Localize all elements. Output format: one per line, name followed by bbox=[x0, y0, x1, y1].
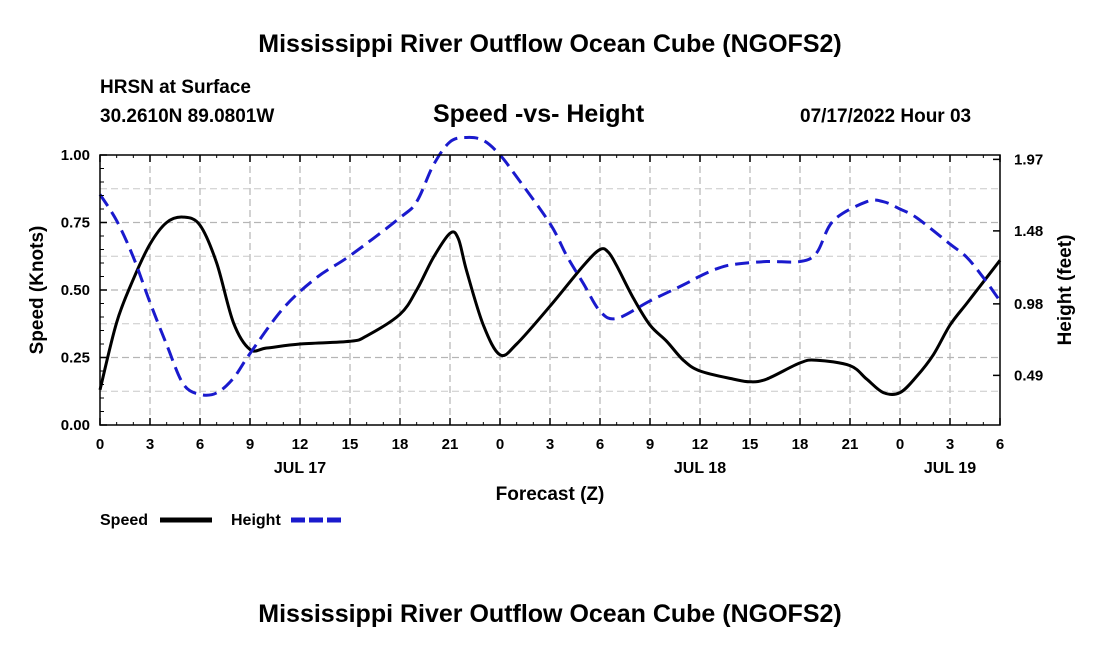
x-tick-label: 18 bbox=[392, 436, 409, 453]
x-tick-label: 21 bbox=[842, 436, 859, 453]
station-label: HRSN at Surface bbox=[100, 77, 251, 98]
chart-title: Mississippi River Outflow Ocean Cube (NG… bbox=[258, 30, 842, 58]
x-tick-label: 0 bbox=[96, 436, 104, 453]
x-tick-label: 9 bbox=[646, 436, 654, 453]
coordinates-label: 30.2610N 89.0801W bbox=[100, 106, 275, 127]
y2-axis-label: Height (feet) bbox=[1055, 235, 1076, 346]
x-tick-label: 15 bbox=[742, 436, 759, 453]
legend-height-label: Height bbox=[231, 512, 281, 529]
chart-subtitle: Speed -vs- Height bbox=[433, 100, 645, 128]
x-tick-label: 21 bbox=[442, 436, 459, 453]
ticks-layer bbox=[99, 154, 1001, 426]
x-tick-label: 6 bbox=[596, 436, 604, 453]
grid-layer bbox=[100, 155, 1000, 425]
x-axis-label: Forecast (Z) bbox=[496, 484, 605, 505]
y-tick-label: 0.00 bbox=[61, 417, 90, 434]
y2-tick-label: 1.97 bbox=[1014, 151, 1043, 168]
y2-tick-label: 1.48 bbox=[1014, 223, 1043, 240]
x-tick-label: 12 bbox=[292, 436, 309, 453]
x-tick-label: 3 bbox=[546, 436, 554, 453]
forecast-datetime: 07/17/2022 Hour 03 bbox=[800, 106, 972, 127]
y-tick-label: 0.25 bbox=[61, 350, 90, 367]
x-tick-label: 6 bbox=[196, 436, 204, 453]
y2-tick-label: 0.49 bbox=[1014, 367, 1043, 384]
day-label: JUL 17 bbox=[274, 460, 326, 477]
series-line-speed bbox=[98, 215, 1002, 396]
y2-tick-label: 0.98 bbox=[1014, 296, 1043, 313]
series-layer bbox=[98, 135, 1002, 397]
labels-layer: 0 3 6 9 12 15 18 21 0 3 6 9 12 15 18 21 0 3 6 0.00 0.25 0.50 0… bbox=[61, 147, 1043, 477]
y-tick-label: 0.75 bbox=[61, 215, 90, 232]
y-axis-label: Speed (Knots) bbox=[27, 226, 48, 355]
x-tick-label: 3 bbox=[146, 436, 154, 453]
x-tick-label: 0 bbox=[496, 436, 504, 453]
x-tick-label: 3 bbox=[946, 436, 954, 453]
day-label: JUL 18 bbox=[674, 460, 726, 477]
footer-title: Mississippi River Outflow Ocean Cube (NG… bbox=[258, 600, 842, 628]
legend: Speed Height bbox=[100, 512, 343, 529]
x-tick-label: 9 bbox=[246, 436, 254, 453]
legend-speed-label: Speed bbox=[100, 512, 148, 529]
x-tick-label: 12 bbox=[692, 436, 709, 453]
x-tick-label: 0 bbox=[896, 436, 904, 453]
x-tick-label: 6 bbox=[996, 436, 1004, 453]
day-label: JUL 19 bbox=[924, 460, 976, 477]
series-line-height bbox=[98, 135, 1002, 397]
y-tick-label: 1.00 bbox=[61, 147, 90, 164]
x-tick-label: 15 bbox=[342, 436, 359, 453]
y-tick-label: 0.50 bbox=[61, 282, 90, 299]
x-tick-label: 18 bbox=[792, 436, 809, 453]
